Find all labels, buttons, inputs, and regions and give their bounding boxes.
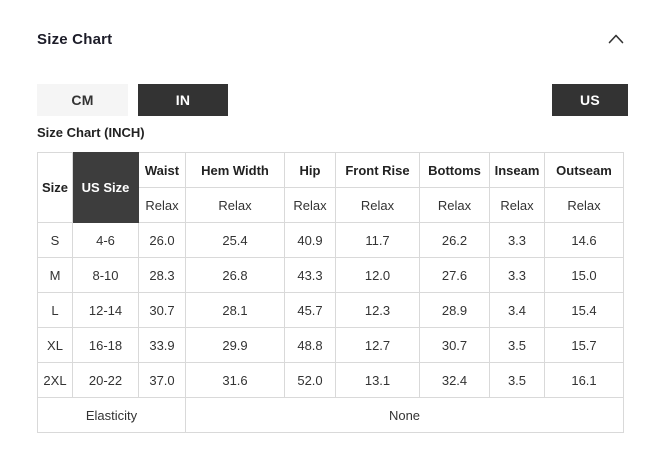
value-cell: 48.8 (284, 327, 336, 363)
value-cell: 12.0 (335, 257, 420, 293)
value-cell: 12.3 (335, 292, 420, 328)
unit-toggle-group: CM IN (37, 84, 628, 116)
table-row: 2XL 20-22 37.0 31.6 52.0 13.1 32.4 3.5 1… (37, 362, 624, 398)
value-cell: 14.6 (544, 222, 624, 258)
table-row: M 8-10 28.3 26.8 43.3 12.0 27.6 3.3 15.0 (37, 257, 624, 293)
us-size-column-header: US Size (72, 152, 139, 223)
value-cell: 3.4 (489, 292, 545, 328)
value-cell: 28.1 (185, 292, 285, 328)
value-cell: 43.3 (284, 257, 336, 293)
value-cell: 15.7 (544, 327, 624, 363)
value-cell: 30.7 (419, 327, 490, 363)
value-cell: 29.9 (185, 327, 285, 363)
value-cell: 26.0 (138, 222, 186, 258)
size-cell: 2XL (37, 362, 73, 398)
fit-cell: Relax (335, 187, 420, 223)
table-row: S 4-6 26.0 25.4 40.9 11.7 26.2 3.3 14.6 (37, 222, 624, 258)
value-cell: 45.7 (284, 292, 336, 328)
value-cell: 27.6 (419, 257, 490, 293)
value-cell: 40.9 (284, 222, 336, 258)
column-header-outseam: Outseam (544, 152, 624, 188)
column-header-hip: Hip (284, 152, 336, 188)
page-title: Size Chart (37, 30, 113, 48)
header-row-measures: Size US Size Waist Hem Width Hip Front R… (37, 152, 624, 223)
size-cell: L (37, 292, 73, 328)
us-size-cell: 8-10 (72, 257, 139, 293)
fit-cell: Relax (284, 187, 336, 223)
table-row: XL 16-18 33.9 29.9 48.8 12.7 30.7 3.5 15… (37, 327, 624, 363)
value-cell: 30.7 (138, 292, 186, 328)
collapse-button[interactable] (607, 30, 625, 48)
value-cell: 25.4 (185, 222, 285, 258)
value-cell: 52.0 (284, 362, 336, 398)
value-cell: 15.0 (544, 257, 624, 293)
toggle-row: CM IN US (37, 84, 628, 116)
column-header-bottoms: Bottoms (419, 152, 490, 188)
table-row: L 12-14 30.7 28.1 45.7 12.3 28.9 3.4 15.… (37, 292, 624, 328)
us-size-cell: 12-14 (72, 292, 139, 328)
value-cell: 28.9 (419, 292, 490, 328)
value-cell: 33.9 (138, 327, 186, 363)
value-cell: 32.4 (419, 362, 490, 398)
value-cell: 3.3 (489, 222, 545, 258)
value-cell: 26.2 (419, 222, 490, 258)
fit-cell: Relax (185, 187, 285, 223)
panel-header: Size Chart (37, 30, 625, 48)
fit-cell: Relax (489, 187, 545, 223)
chevron-up-icon (608, 34, 624, 44)
column-header-inseam: Inseam (489, 152, 545, 188)
value-cell: 26.8 (185, 257, 285, 293)
us-size-cell: 4-6 (72, 222, 139, 258)
value-cell: 12.7 (335, 327, 420, 363)
fit-cell: Relax (544, 187, 624, 223)
value-cell: 3.5 (489, 362, 545, 398)
region-us-button[interactable]: US (552, 84, 628, 116)
value-cell: 13.1 (335, 362, 420, 398)
fit-cell: Relax (138, 187, 186, 223)
value-cell: 3.5 (489, 327, 545, 363)
size-cell: XL (37, 327, 73, 363)
size-chart-table: Size US Size Waist Hem Width Hip Front R… (37, 152, 624, 433)
size-cell: S (37, 222, 73, 258)
us-size-cell: 16-18 (72, 327, 139, 363)
value-cell: 16.1 (544, 362, 624, 398)
unit-cm-button[interactable]: CM (37, 84, 128, 116)
value-cell: 31.6 (185, 362, 285, 398)
fit-cell: Relax (419, 187, 490, 223)
value-cell: 15.4 (544, 292, 624, 328)
us-size-cell: 20-22 (72, 362, 139, 398)
header-row-fit: Relax Relax Relax Relax Relax Relax Rela… (38, 187, 624, 223)
column-header-hem-width: Hem Width (185, 152, 285, 188)
value-cell: 11.7 (335, 222, 420, 258)
size-cell: M (37, 257, 73, 293)
size-column-header: Size (37, 152, 73, 223)
elasticity-label: Elasticity (37, 397, 186, 433)
unit-in-button[interactable]: IN (138, 84, 228, 116)
value-cell: 3.3 (489, 257, 545, 293)
elasticity-row: Elasticity None (37, 397, 624, 433)
value-cell: 37.0 (138, 362, 186, 398)
elasticity-value: None (185, 397, 624, 433)
value-cell: 28.3 (138, 257, 186, 293)
column-header-waist: Waist (138, 152, 186, 188)
table-caption: Size Chart (INCH) (37, 125, 145, 140)
column-header-front-rise: Front Rise (335, 152, 420, 188)
